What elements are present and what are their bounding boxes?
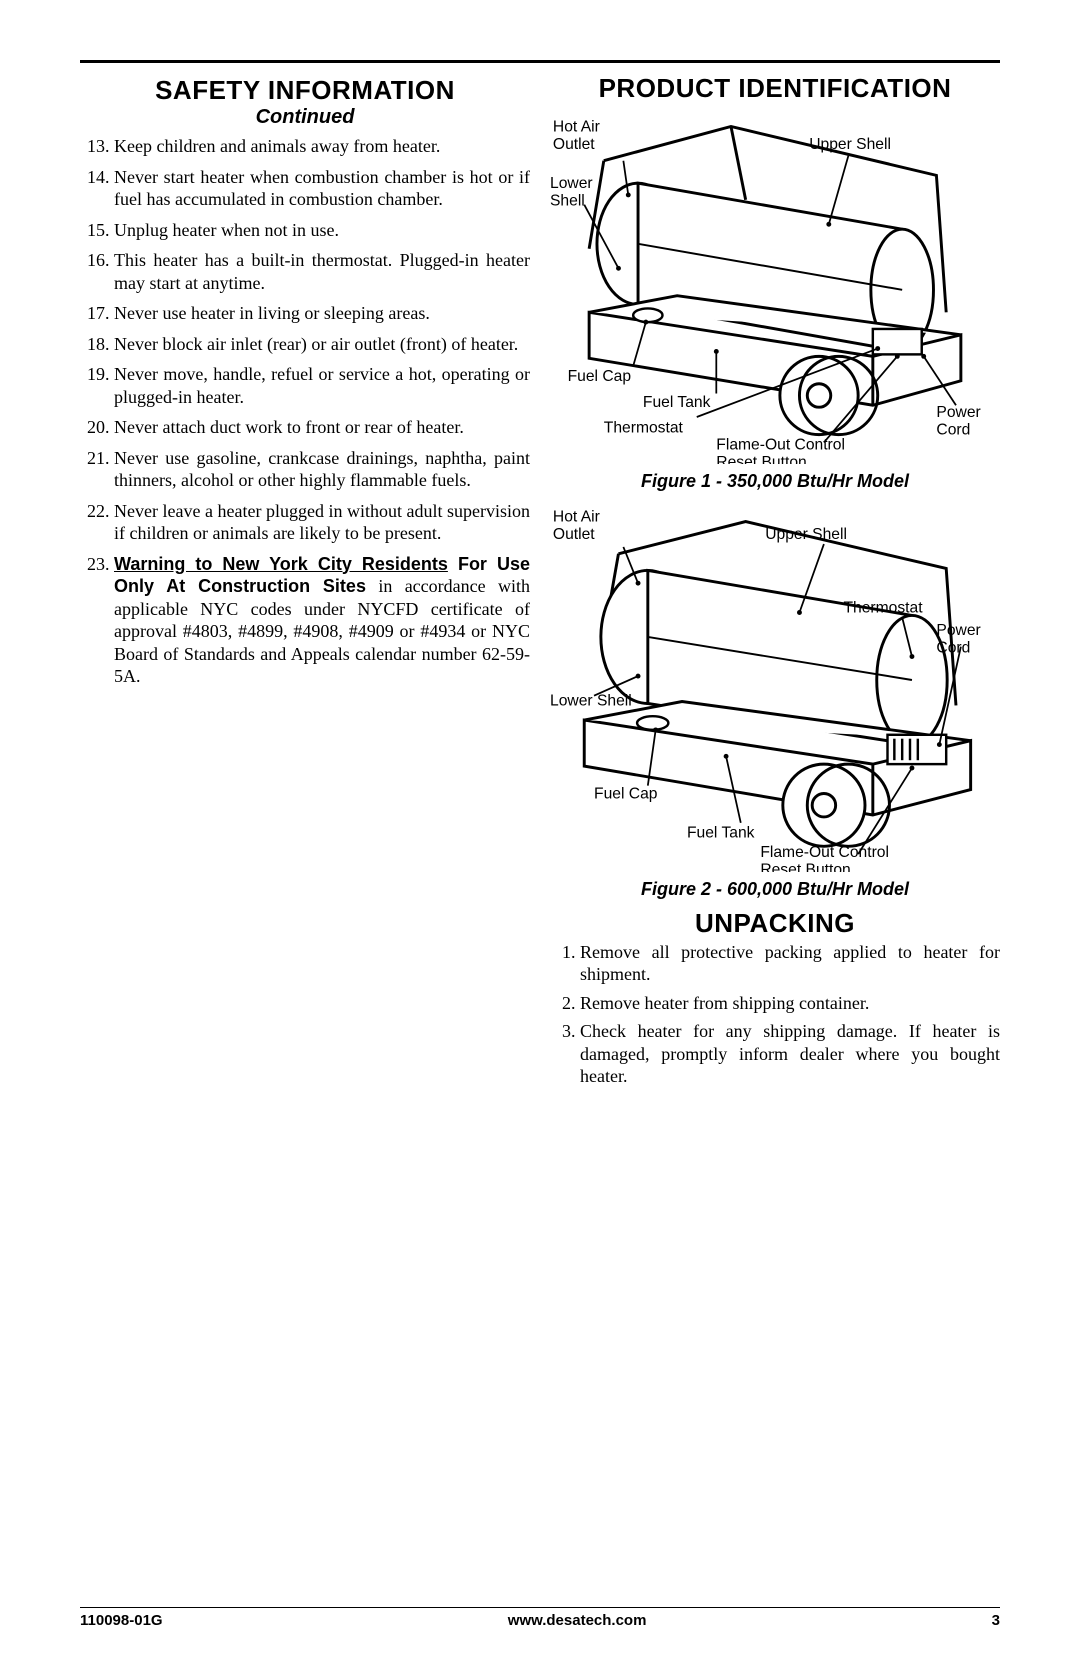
figure-2-svg: Hot AirOutlet Upper Shell Thermostat Pow…: [550, 500, 1000, 872]
fig2-label-flame-out: Flame-Out ControlReset Button: [760, 844, 889, 872]
fig1-label-lower-shell: LowerShell: [550, 175, 593, 210]
unpacking-heading: UNPACKING: [550, 908, 1000, 939]
safety-item: Keep children and animals away from heat…: [114, 135, 530, 158]
product-id-heading: PRODUCT IDENTIFICATION: [550, 75, 1000, 102]
top-rule: [80, 60, 1000, 63]
footer-page-number: 3: [992, 1612, 1000, 1629]
safety-item-nyc: Warning to New York City Residents For U…: [114, 553, 530, 688]
footer-doc-number: 110098-01G: [80, 1612, 163, 1629]
fig2-label-fuel-cap: Fuel Cap: [594, 786, 658, 803]
fig1-label-fuel-tank: Fuel Tank: [643, 395, 711, 412]
unpacking-item: Remove heater from shipping container.: [580, 992, 1000, 1015]
unpacking-item: Check heater for any shipping damage. If…: [580, 1020, 1000, 1088]
unpacking-item: Remove all protective packing applied to…: [580, 941, 1000, 986]
fig1-label-fuel-cap: Fuel Cap: [568, 368, 632, 385]
fig1-label-hot-air: Hot AirOutlet: [553, 119, 600, 154]
page-footer: 110098-01G www.desatech.com 3: [80, 1607, 1000, 1629]
fig1-label-power-cord: PowerCord: [936, 404, 980, 439]
safety-item: Unplug heater when not in use.: [114, 219, 530, 242]
unpacking-list: Remove all protective packing applied to…: [550, 941, 1000, 1088]
page-body: SAFETY INFORMATION Continued Keep childr…: [80, 60, 1000, 1094]
safety-item: Never leave a heater plugged in without …: [114, 500, 530, 545]
safety-item: Never use gasoline, crankcase drainings,…: [114, 447, 530, 492]
fig1-label-thermostat: Thermostat: [604, 420, 684, 437]
right-column: PRODUCT IDENTIFICATION: [550, 75, 1000, 1094]
safety-item: Never use heater in living or sleeping a…: [114, 302, 530, 325]
safety-item: Never attach duct work to front or rear …: [114, 416, 530, 439]
figure-1-svg: Hot AirOutlet Upper Shell LowerShell Fue…: [550, 102, 1000, 464]
footer-url: www.desatech.com: [508, 1612, 647, 1629]
safety-list: Keep children and animals away from heat…: [80, 135, 530, 688]
safety-item: Never start heater when combustion chamb…: [114, 166, 530, 211]
safety-heading: SAFETY INFORMATION: [80, 75, 530, 106]
fig2-label-upper-shell: Upper Shell: [765, 526, 847, 543]
fig2-label-hot-air: Hot AirOutlet: [553, 509, 600, 544]
left-column: SAFETY INFORMATION Continued Keep childr…: [80, 75, 530, 1094]
figure-2-caption: Figure 2 - 600,000 Btu/Hr Model: [550, 879, 1000, 900]
fig2-label-thermostat: Thermostat: [843, 600, 923, 617]
safety-item: This heater has a built-in thermostat. P…: [114, 249, 530, 294]
figure-2: Hot AirOutlet Upper Shell Thermostat Pow…: [550, 500, 1000, 900]
safety-item: Never move, handle, refuel or service a …: [114, 363, 530, 408]
fig2-label-power-cord: PowerCord: [936, 622, 980, 657]
page: SAFETY INFORMATION Continued Keep childr…: [0, 0, 1080, 1669]
fig2-label-lower-shell: Lower Shell: [550, 693, 632, 710]
figure-1-caption: Figure 1 - 350,000 Btu/Hr Model: [550, 471, 1000, 492]
two-column-layout: SAFETY INFORMATION Continued Keep childr…: [80, 75, 1000, 1094]
fig1-label-upper-shell: Upper Shell: [809, 136, 891, 153]
fig2-label-fuel-tank: Fuel Tank: [687, 825, 755, 842]
figure-1: Hot AirOutlet Upper Shell LowerShell Fue…: [550, 102, 1000, 492]
fig1-label-flame-out: Flame-Out ControlReset Button: [716, 437, 845, 465]
safety-subhead: Continued: [80, 106, 530, 129]
safety-item: Never block air inlet (rear) or air outl…: [114, 333, 530, 356]
